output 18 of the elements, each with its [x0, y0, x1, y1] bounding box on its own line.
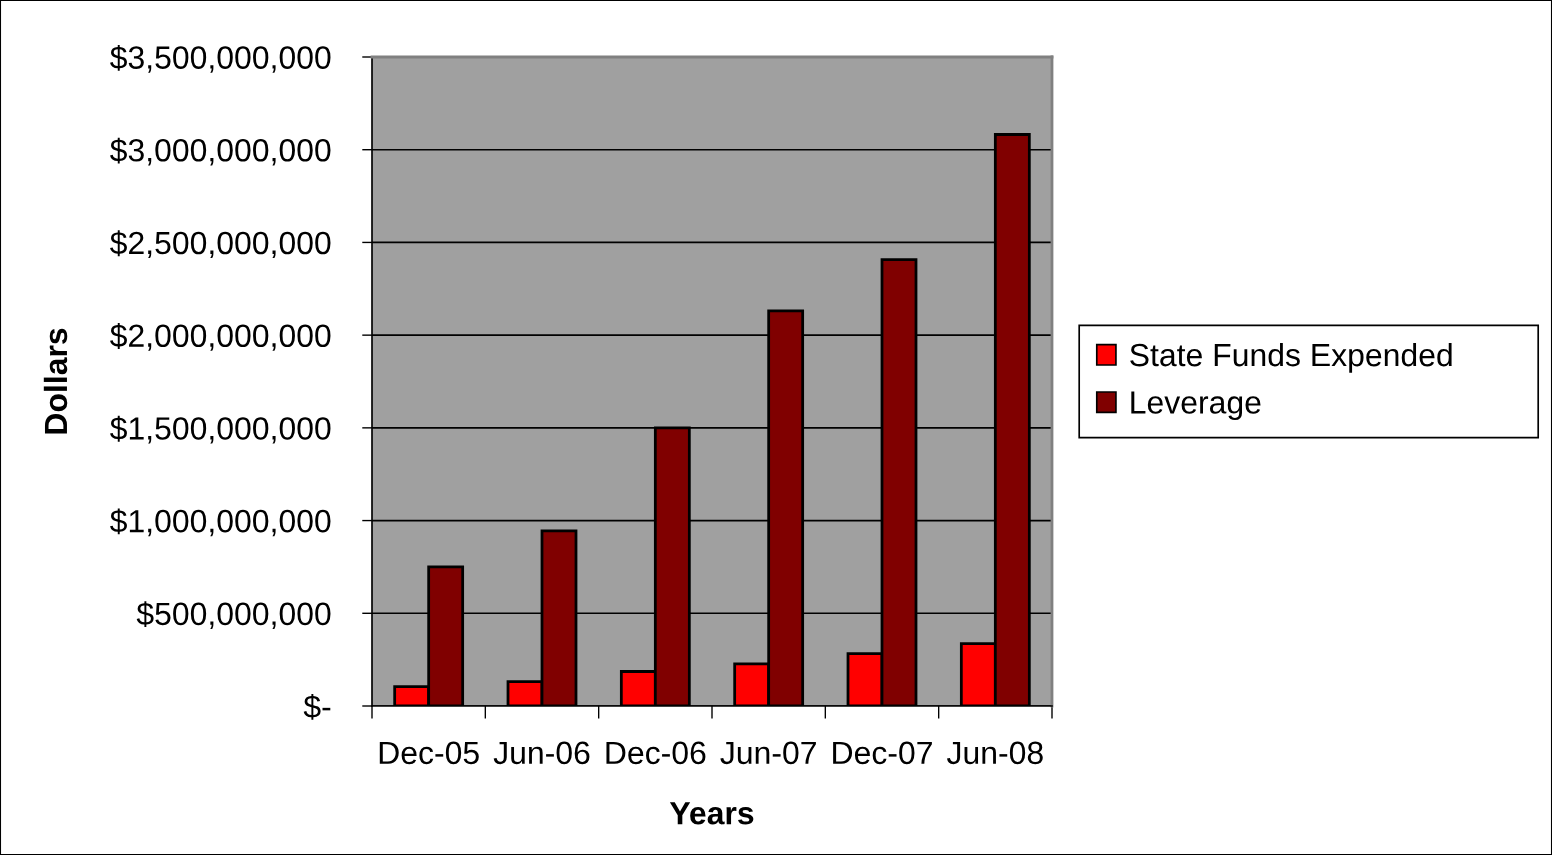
legend-label: Leverage: [1131, 391, 1261, 421]
x-tick-label: Jun-07: [720, 741, 816, 765]
y-tick-label: $2,000,000,000: [110, 323, 331, 351]
y-tick-label: $2,500,000,000: [110, 230, 331, 259]
x-tick-label: Dec-07: [833, 741, 932, 765]
y-tick-label: $3,000,000,000: [110, 137, 331, 166]
x-axis-title: Years: [669, 802, 754, 825]
y-tick-label: $3,500,000,000: [110, 44, 331, 73]
y-tick-label: $1,000,000,000: [110, 508, 331, 537]
y-tick-label: $500,000,000: [136, 601, 331, 629]
x-tick-label: Jun-06: [493, 741, 590, 765]
legend-label: State Funds Expended: [1130, 342, 1452, 373]
y-tick-label: $1,500,000,000: [110, 415, 331, 444]
x-tick-label: Jun-08: [947, 741, 1043, 765]
y-axis-title: Dollars: [43, 328, 68, 434]
y-tick-label: $-: [303, 693, 331, 720]
x-tick-label: Dec-05: [379, 741, 479, 765]
x-tick-label: Dec-06: [606, 741, 706, 765]
